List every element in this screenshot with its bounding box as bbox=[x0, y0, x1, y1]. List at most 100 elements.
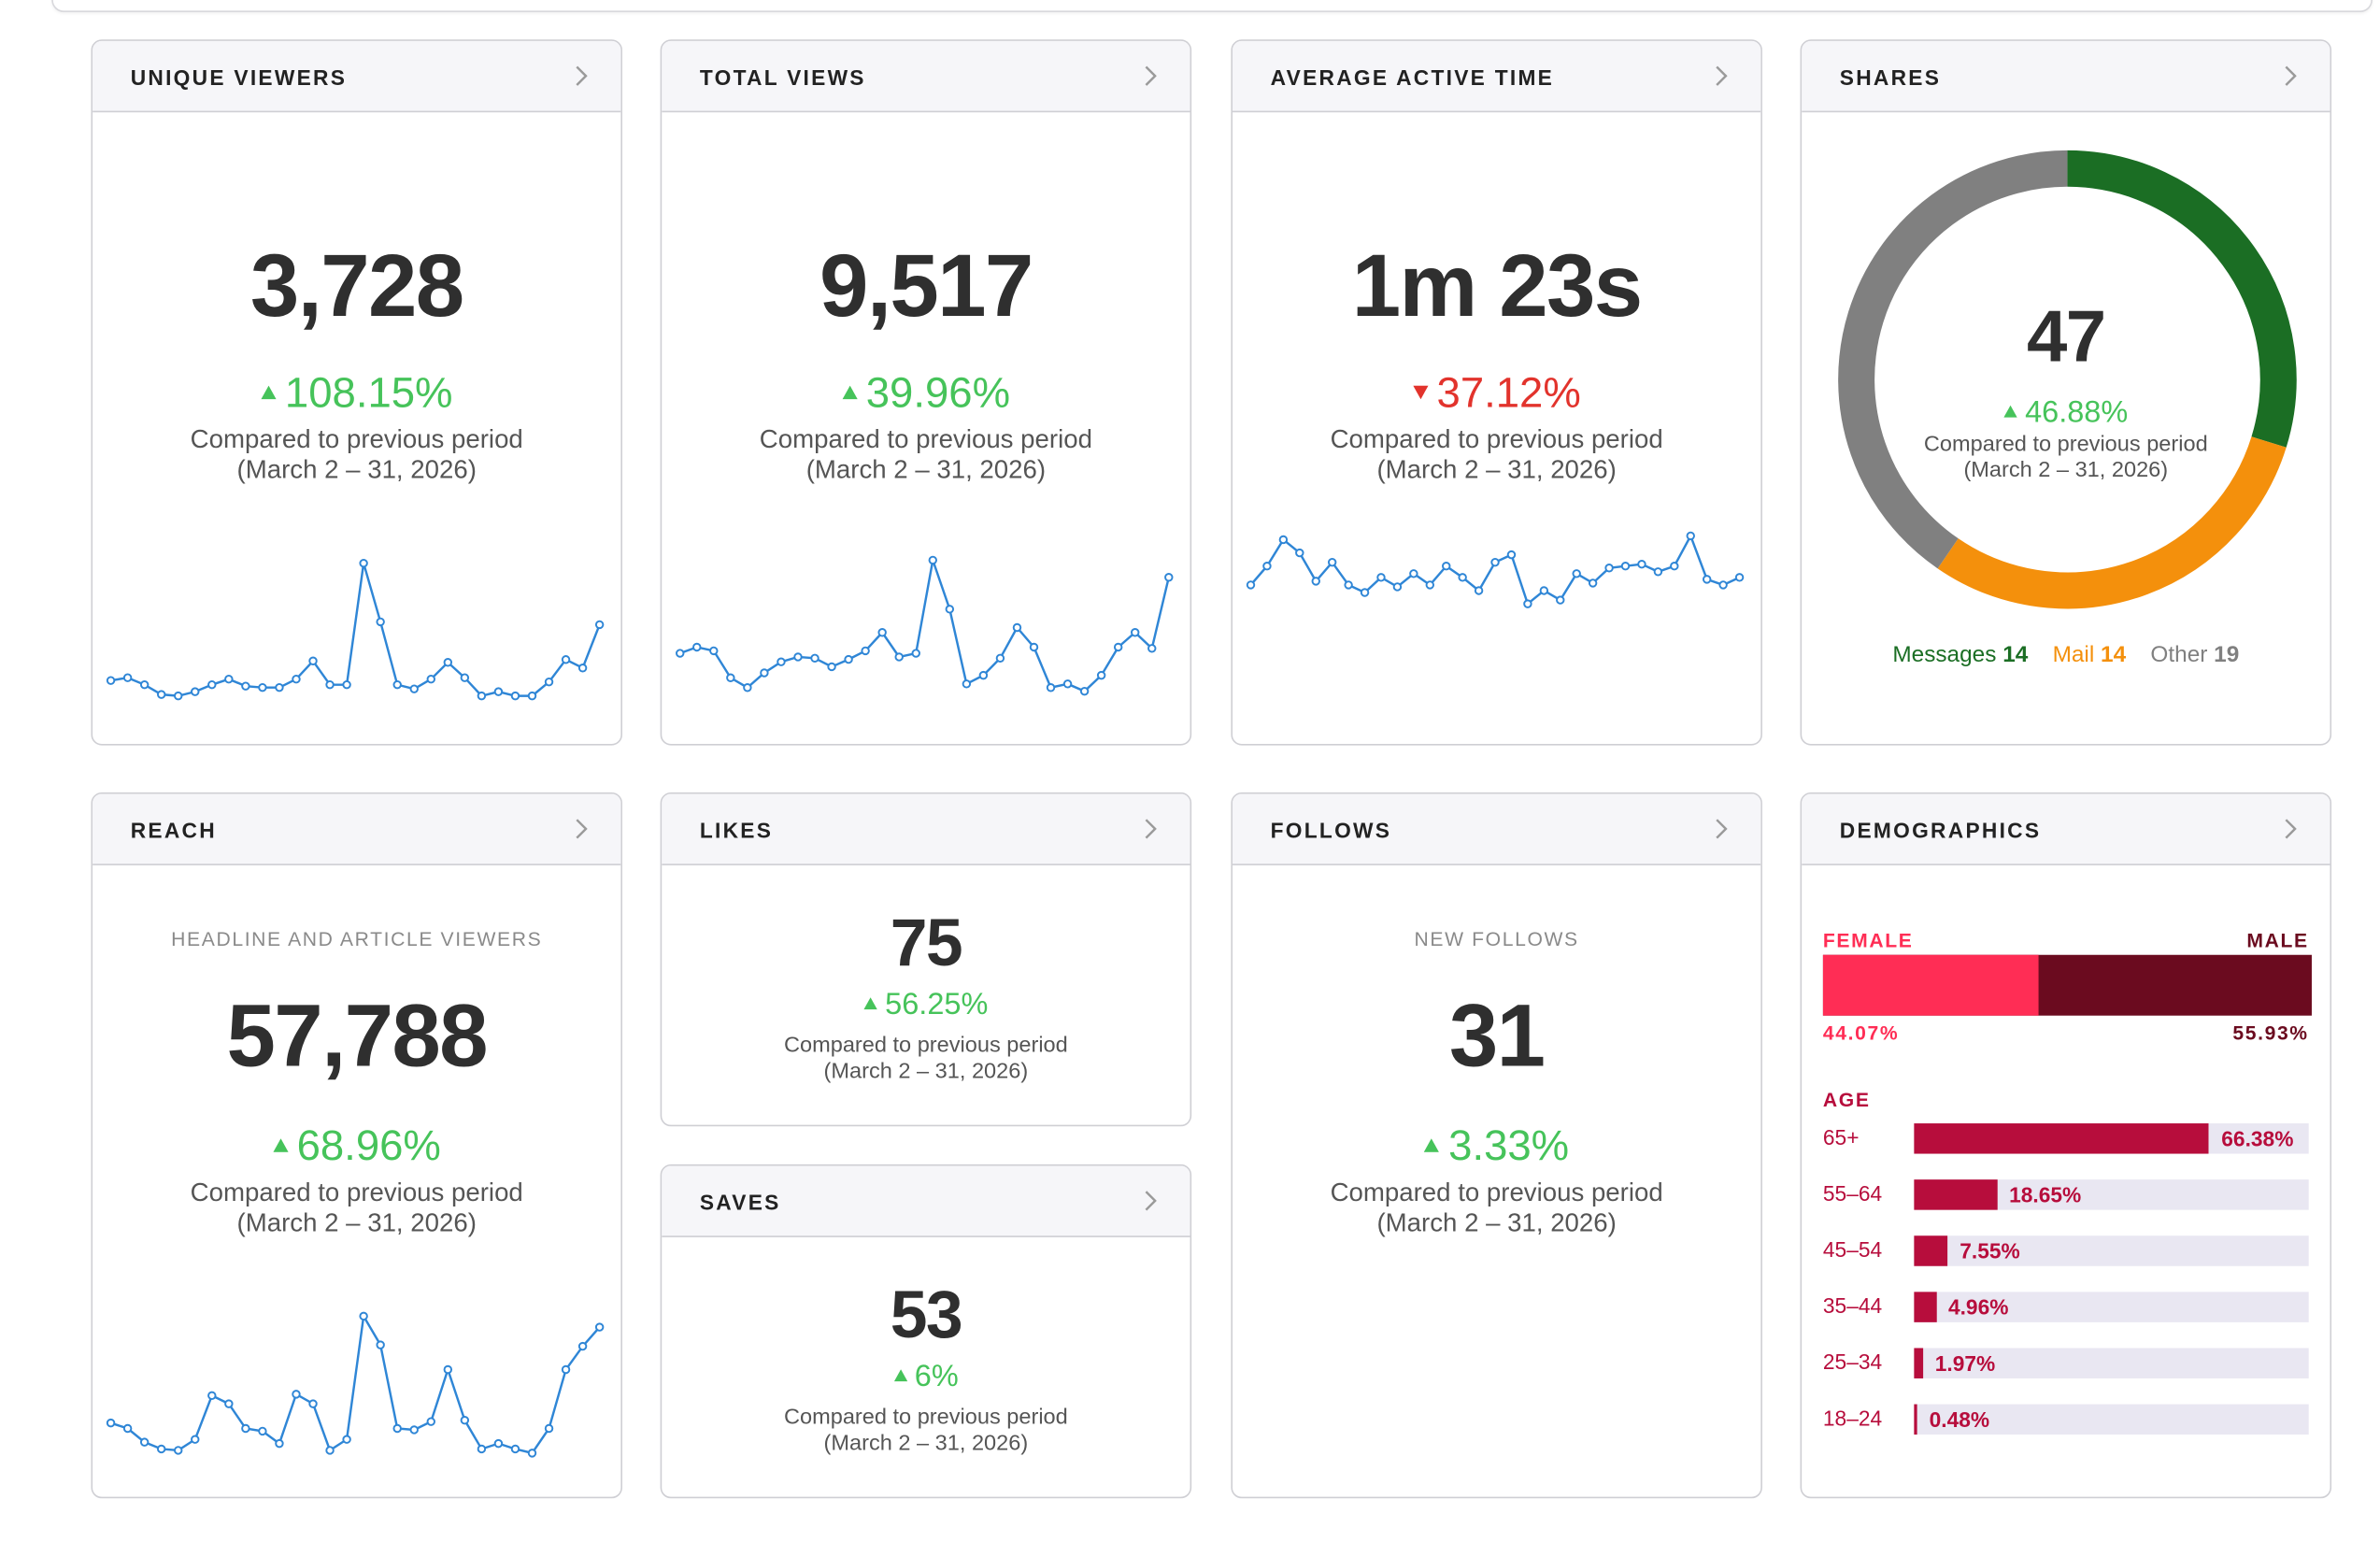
metric-value: 57,788 bbox=[226, 986, 489, 1086]
sparkline-point bbox=[594, 620, 605, 630]
card-header[interactable]: FOLLOWS bbox=[1233, 793, 1761, 865]
sparkline-point bbox=[544, 677, 554, 687]
metric-value: 9,517 bbox=[819, 236, 1033, 336]
comparison-text: Compared to previous period (March 2 – 3… bbox=[1233, 1178, 1760, 1240]
arrow-up-icon bbox=[863, 997, 877, 1010]
sparkline-point bbox=[241, 681, 250, 691]
card-header[interactable]: REACH bbox=[93, 793, 621, 865]
card-header[interactable]: UNIQUE VIEWERS bbox=[93, 40, 621, 113]
legend-mail: Mail 14 bbox=[2053, 642, 2127, 668]
sparkline-point bbox=[1113, 642, 1123, 652]
sparkline-point bbox=[544, 1423, 554, 1434]
card-demographics[interactable]: DEMOGRAPHICS FEMALE MALE 44.07% 55.93% A… bbox=[1800, 792, 2332, 1499]
age-percent: 4.96% bbox=[1947, 1294, 2009, 1320]
card-shares[interactable]: SHARES 47 46.88% Compared to previous pe… bbox=[1800, 39, 2332, 746]
sparkline-point bbox=[308, 656, 318, 665]
shares-legend: Messages 14 Mail 14 Other 19 bbox=[1802, 642, 2330, 668]
card-title: REACH bbox=[130, 818, 217, 843]
card-title: TOTAL VIEWS bbox=[699, 64, 866, 90]
sparkline-point bbox=[139, 1437, 150, 1447]
chevron-right-icon[interactable] bbox=[1145, 819, 1157, 840]
card-average-active-time[interactable]: AVERAGE ACTIVE TIME 1m 23s 37.12% Compar… bbox=[1231, 39, 1762, 746]
card-header[interactable]: SHARES bbox=[1802, 40, 2330, 113]
age-percent: 7.55% bbox=[1960, 1238, 2020, 1264]
sparkline-point bbox=[1686, 531, 1695, 541]
legend-other: Other 19 bbox=[2150, 642, 2239, 668]
card-follows[interactable]: FOLLOWS NEW FOLLOWS 31 3.33% Compared to… bbox=[1231, 792, 1762, 1499]
chevron-right-icon[interactable] bbox=[2285, 819, 2297, 840]
card-unique-viewers[interactable]: UNIQUE VIEWERS 3,728 108.15% Compared to… bbox=[91, 39, 623, 746]
sparkline-point bbox=[810, 653, 819, 663]
sparkline-point bbox=[861, 646, 870, 656]
card-total-views[interactable]: TOTAL VIEWS 9,517 39.96% Compared to pre… bbox=[660, 39, 1192, 746]
age-bar-fill bbox=[1914, 1235, 1948, 1266]
sparkline-point bbox=[106, 676, 116, 685]
sparkline-path bbox=[679, 555, 1170, 693]
age-group-label: 45–54 bbox=[1822, 1236, 1883, 1262]
sparkline-point bbox=[207, 1391, 217, 1401]
sparkline-point bbox=[1147, 644, 1157, 653]
comparison-text: Compared to previous period (March 2 – 3… bbox=[662, 1406, 1190, 1458]
card-title: UNIQUE VIEWERS bbox=[130, 64, 348, 90]
sparkline-point bbox=[493, 687, 504, 696]
sparkline-point bbox=[676, 649, 685, 658]
chevron-right-icon[interactable] bbox=[576, 65, 588, 87]
age-bar-fill bbox=[1914, 1292, 1936, 1322]
chevron-right-icon[interactable] bbox=[1145, 65, 1157, 87]
chevron-right-icon[interactable] bbox=[1716, 65, 1728, 87]
sparkline-point bbox=[726, 673, 735, 682]
sparkline-point bbox=[224, 1399, 234, 1408]
sparkline-point bbox=[1327, 557, 1337, 567]
card-title: SHARES bbox=[1839, 64, 1942, 90]
sparkline-point bbox=[510, 1444, 520, 1454]
sparkline-point bbox=[174, 1446, 183, 1455]
chevron-right-icon[interactable] bbox=[1716, 819, 1728, 840]
chevron-right-icon[interactable] bbox=[2285, 65, 2297, 87]
age-percent: 0.48% bbox=[1929, 1406, 1990, 1432]
compare-line: Compared to previous period bbox=[190, 424, 523, 454]
age-bar-fill bbox=[1914, 1348, 1923, 1378]
sparkline-point bbox=[1278, 535, 1289, 545]
card-header[interactable]: LIKES bbox=[662, 793, 1190, 865]
sparkline-point bbox=[577, 664, 588, 673]
metric-value: 3,728 bbox=[249, 236, 464, 336]
sparkline-point bbox=[392, 1423, 402, 1434]
sparkline-point bbox=[911, 649, 920, 658]
card-header[interactable]: TOTAL VIEWS bbox=[662, 40, 1190, 113]
legend-count: 14 bbox=[2101, 642, 2127, 668]
compare-period: (March 2 – 31, 2026) bbox=[1963, 459, 2169, 484]
compare-line: Compared to previous period bbox=[784, 1034, 1068, 1059]
card-reach[interactable]: REACH HEADLINE AND ARTICLE VIEWERS 57,78… bbox=[91, 792, 623, 1499]
card-header[interactable]: AVERAGE ACTIVE TIME bbox=[1233, 40, 1761, 113]
chevron-right-icon[interactable] bbox=[576, 819, 588, 840]
legend-label: Messages bbox=[1892, 642, 1997, 668]
age-bar-track: 1.97% bbox=[1914, 1348, 2309, 1378]
sparkline-point bbox=[1702, 575, 1712, 584]
sparkline bbox=[676, 555, 1174, 696]
sparkline-point bbox=[443, 658, 453, 667]
age-row: 45–54 7.55% bbox=[1822, 1235, 2309, 1266]
compare-line: Compared to previous period bbox=[759, 424, 1092, 454]
metric-delta: 68.96% bbox=[93, 1121, 620, 1170]
sparkline-point bbox=[477, 691, 487, 701]
age-percent: 66.38% bbox=[2221, 1126, 2294, 1151]
card-header[interactable]: SAVES bbox=[662, 1165, 1190, 1237]
sparkline-point bbox=[844, 654, 853, 664]
chevron-right-icon[interactable] bbox=[1145, 1191, 1157, 1212]
sparkline-point bbox=[1062, 679, 1073, 689]
card-header[interactable]: DEMOGRAPHICS bbox=[1802, 793, 2330, 865]
comparison-text: Compared to previous period (March 2 – 3… bbox=[662, 1034, 1190, 1086]
card-likes[interactable]: LIKES 75 56.25% Compared to previous per… bbox=[660, 792, 1192, 1127]
sparkline-point bbox=[241, 1423, 250, 1434]
sparkline-point bbox=[527, 691, 537, 701]
card-saves[interactable]: SAVES 53 6% Compared to previous period … bbox=[660, 1164, 1192, 1499]
sparkline-point bbox=[1670, 562, 1679, 571]
arrow-up-icon bbox=[272, 1138, 288, 1153]
sparkline-point bbox=[207, 679, 217, 690]
age-bar-fill bbox=[1914, 1404, 1917, 1435]
sparkline-point bbox=[359, 1311, 368, 1321]
sparkline-point bbox=[156, 690, 166, 699]
sparkline-point bbox=[139, 679, 150, 690]
sparkline-point bbox=[1539, 586, 1549, 595]
sparkline-point bbox=[594, 1322, 605, 1332]
